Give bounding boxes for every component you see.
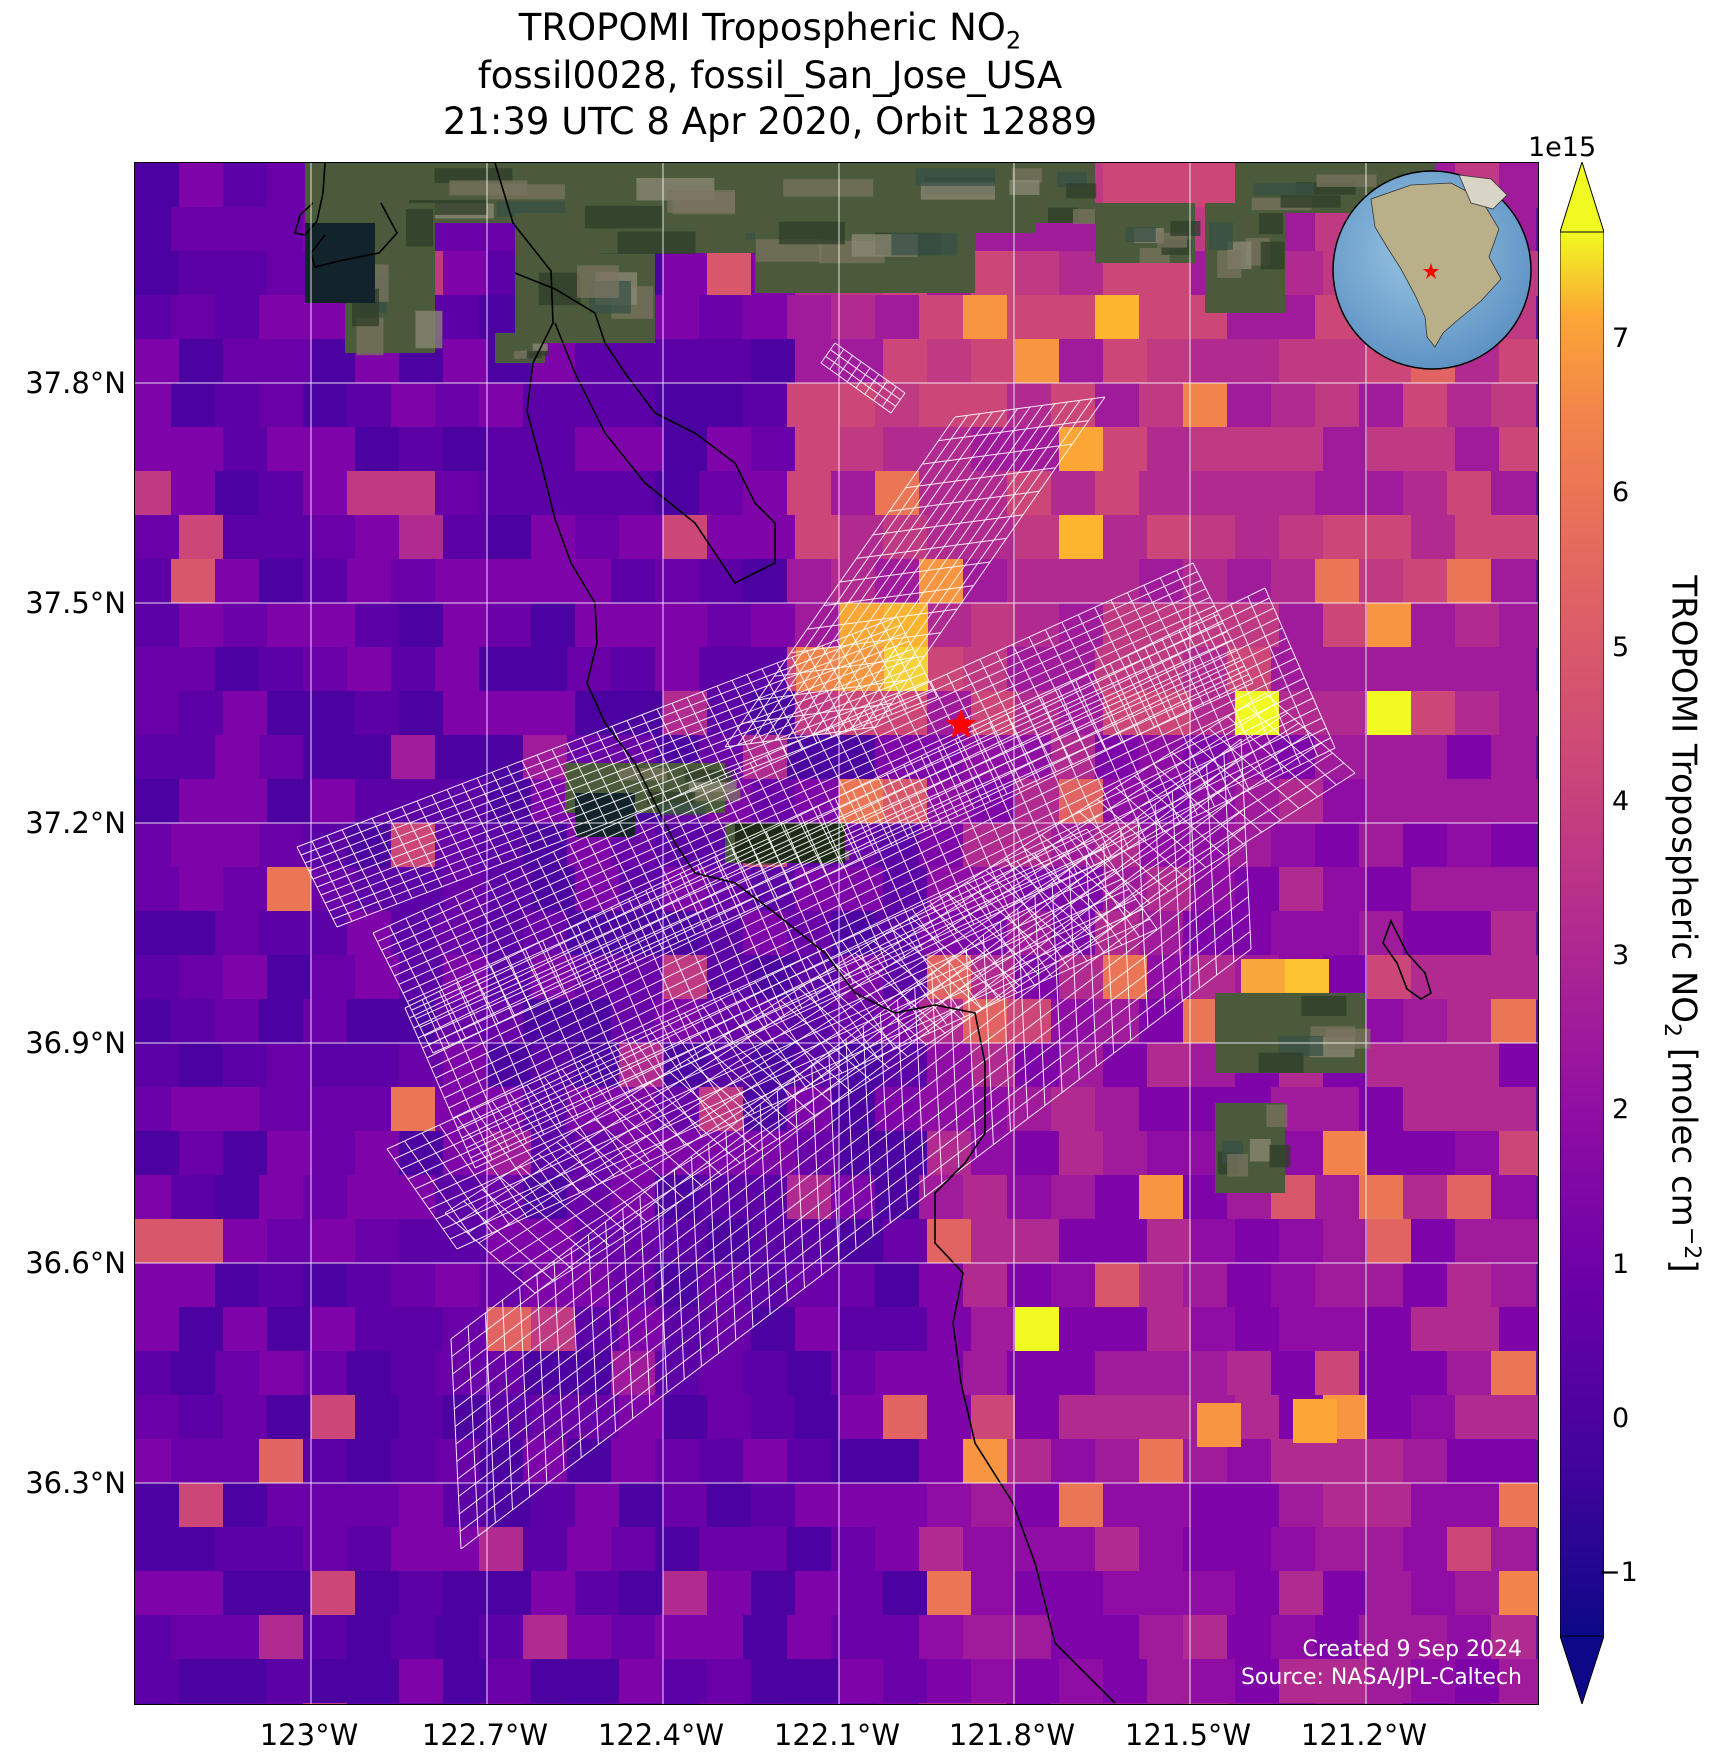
colorbar-tick-label: 2 — [1612, 1094, 1630, 1126]
lon-label-123: 123°W — [259, 1718, 359, 1752]
colorbar-label-close: ] — [1663, 1259, 1704, 1273]
lon-label-121-8: 121.8°W — [948, 1718, 1076, 1752]
colorbar-tick-label: 3 — [1612, 940, 1630, 972]
colorbar-tick-label: 0 — [1612, 1403, 1630, 1434]
map-panel[interactable]: Created 9 Sep 2024 Source: NASA/JPL-Calt… — [134, 162, 1539, 1705]
colorbar — [1560, 162, 1604, 1704]
lat-label-36-6: 36.6°N — [25, 1246, 126, 1280]
colorbar-tick-label: 5 — [1612, 631, 1630, 663]
lat-label-37-8: 37.8°N — [25, 366, 126, 400]
inset-globe — [1332, 170, 1532, 370]
plot-title-line-1: TROPOMI Tropospheric NO2 — [0, 6, 1540, 62]
plot-title-line-2: fossil0028, fossil_San_Jose_USA — [477, 54, 1063, 97]
lon-label-122-4: 122.4°W — [597, 1718, 725, 1752]
colorbar-label-units: [molec cm — [1663, 1037, 1704, 1227]
coastline — [293, 163, 1432, 1704]
lat-label-37-2: 37.2°N — [25, 806, 126, 840]
colorbar-label-subscript: 2 — [1658, 1023, 1685, 1038]
lon-label-121-2: 121.2°W — [1300, 1718, 1428, 1752]
no2-pixel-grid — [135, 163, 1538, 1704]
colorbar-tick-label: 7 — [1612, 323, 1630, 354]
colorbar-top-extension — [1560, 162, 1604, 233]
target-footprint-grids — [296, 342, 1356, 1550]
map-canvas[interactable] — [135, 163, 1539, 1705]
greenland-landmass — [1458, 174, 1508, 210]
created-date-text: Created 9 Sep 2024 — [1302, 1637, 1523, 1662]
lat-label-36-3: 36.3°N — [25, 1466, 126, 1500]
colorbar-tick-label: −1 — [1598, 1557, 1638, 1589]
graticule — [135, 163, 1538, 1704]
lat-label-37-5: 37.5°N — [25, 586, 126, 620]
colorbar-label-superscript: −2 — [1679, 1226, 1706, 1260]
plot-title-subscript: 2 — [1005, 26, 1022, 55]
globe-target-star — [1423, 263, 1439, 279]
colorbar-offset-label: 1e15 — [1528, 132, 1597, 163]
colorbar-bottom-extension — [1560, 1635, 1604, 1704]
lat-label-36-9: 36.9°N — [25, 1026, 126, 1060]
lon-label-122-1: 122.1°W — [773, 1718, 901, 1752]
plot-title-text: TROPOMI Tropospheric NO — [518, 6, 1006, 49]
colorbar-label-text: TROPOMI Tropospheric NO — [1663, 575, 1704, 1024]
lon-label-121-5: 121.5°W — [1124, 1718, 1252, 1752]
colorbar-tick-label: 6 — [1612, 477, 1630, 509]
credits-block: Created 9 Sep 2024 Source: NASA/JPL-Calt… — [1241, 1636, 1522, 1692]
source-text: Source: NASA/JPL-Caltech — [1240, 1665, 1522, 1690]
colorbar-tick-label: 1 — [1612, 1248, 1630, 1280]
colorbar-body — [1560, 231, 1604, 1637]
colorbar-axis-label: TROPOMI Tropospheric NO2 [molec cm−2] — [1659, 575, 1705, 1272]
target-star-marker — [945, 709, 977, 738]
colorbar-tick-label: 4 — [1612, 785, 1630, 817]
plot-title-line-3: 21:39 UTC 8 Apr 2020, Orbit 12889 — [442, 100, 1098, 143]
lon-label-122-7: 122.7°W — [421, 1718, 549, 1752]
